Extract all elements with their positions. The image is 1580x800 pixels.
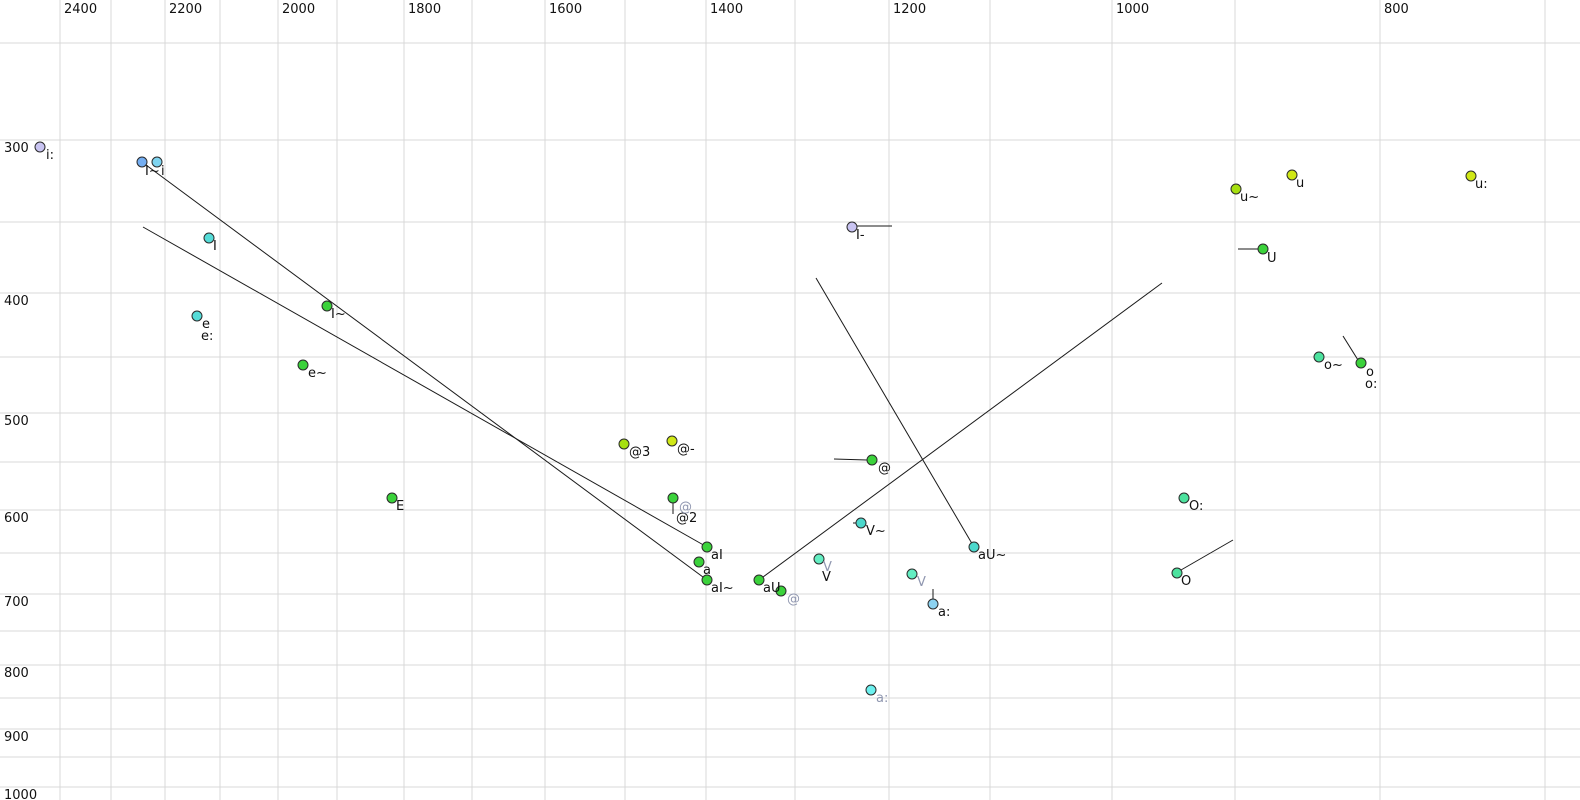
vowel-point: [753, 574, 765, 586]
x-axis-tick-label: 800: [1384, 2, 1409, 17]
vowel-label: a:: [876, 691, 888, 706]
vowel-label: i: [161, 164, 165, 179]
x-axis-tick-label: 1400: [710, 2, 743, 17]
vowel-label: u:: [1475, 177, 1488, 192]
vowel-label: e:: [201, 329, 213, 344]
vowel-point: [203, 232, 215, 244]
vowel-point: [866, 454, 878, 466]
vowel-point: [1178, 492, 1190, 504]
vowel-point: [906, 568, 918, 580]
vowel-label: I~: [145, 164, 160, 179]
vowel-point: [1257, 243, 1269, 255]
vowel-label: V: [917, 575, 926, 590]
vowel-label: E: [396, 499, 404, 514]
y-axis-tick-label: 400: [4, 294, 29, 309]
vowel-point: [1171, 567, 1183, 579]
vowel-label: o: [1366, 365, 1374, 380]
vowel-label: @2: [676, 511, 697, 526]
vowel-point: [927, 598, 939, 610]
x-axis-tick-label: 1200: [893, 2, 926, 17]
vowel-point: [34, 141, 46, 153]
vowel-point: [1230, 183, 1242, 195]
point-tail-line: [1180, 539, 1234, 571]
vowel-label: u: [1296, 176, 1304, 191]
vowel-label: aI: [711, 548, 723, 563]
vowel-label: i:: [46, 148, 54, 163]
vowel-point: [321, 300, 333, 312]
vowel-label: V~: [866, 524, 886, 539]
vowel-label: a:: [938, 605, 950, 620]
vowel-point: [191, 310, 203, 322]
x-axis-tick-label: 2000: [282, 2, 315, 17]
vowel-label: V: [822, 570, 831, 585]
vowel-label: O:: [1189, 499, 1203, 514]
y-axis-tick-label: 900: [4, 730, 29, 745]
vowel-point: [775, 585, 787, 597]
vowel-label: aI~: [711, 581, 734, 596]
vowel-label: @: [878, 461, 891, 476]
y-axis-tick-label: 300: [4, 141, 29, 156]
vowel-label: u~: [1240, 190, 1259, 205]
x-axis-tick-label: 1600: [549, 2, 582, 17]
vowel-point: [693, 556, 705, 568]
vowel-point: [297, 359, 309, 371]
x-axis-tick-label: 2400: [64, 2, 97, 17]
y-axis-tick-label: 600: [4, 511, 29, 526]
vowel-label: @-: [677, 442, 695, 457]
vowel-point: [1313, 351, 1325, 363]
vowel-label: @: [787, 592, 800, 607]
vowel-label: U: [1267, 251, 1277, 266]
vowel-label: @3: [629, 445, 650, 460]
x-axis-tick-label: 2200: [169, 2, 202, 17]
vowel-point: [865, 684, 877, 696]
vowel-label: V: [823, 560, 832, 575]
trajectory-line: [758, 282, 1163, 581]
x-axis-tick-label: 1000: [1116, 2, 1149, 17]
y-axis-tick-label: 500: [4, 414, 29, 429]
vowel-label: e~: [308, 366, 327, 381]
vowel-point: [701, 574, 713, 586]
vowel-point: [667, 492, 679, 504]
vowel-label: I-: [856, 228, 865, 243]
vowel-point: [846, 221, 858, 233]
vowel-point: [666, 435, 678, 447]
vowel-label: O: [1181, 574, 1191, 589]
vowel-point: [151, 156, 163, 168]
vowel-label: o:: [1365, 377, 1377, 392]
trajectory-line: [141, 161, 708, 581]
vowel-point: [1465, 170, 1477, 182]
vowel-point: [136, 156, 148, 168]
x-axis-tick-label: 1800: [408, 2, 441, 17]
vowel-point: [968, 541, 980, 553]
y-axis-tick-label: 1000: [4, 788, 37, 800]
point-tail-line: [1342, 335, 1359, 361]
vowel-point: [1286, 169, 1298, 181]
vowel-label: a: [703, 563, 711, 578]
vowel-point: [813, 553, 825, 565]
vowel-point: [1355, 357, 1367, 369]
y-axis-tick-label: 700: [4, 595, 29, 610]
vowel-label: aU: [763, 581, 780, 596]
y-axis-tick-label: 800: [4, 666, 29, 681]
vowel-point: [855, 517, 867, 529]
trajectory-line: [815, 277, 975, 548]
vowel-label: o~: [1324, 358, 1343, 373]
vowel-point: [618, 438, 630, 450]
point-tail-line: [833, 458, 868, 461]
vowel-label: e: [202, 317, 210, 332]
vowel-point: [701, 541, 713, 553]
trajectory-line: [142, 226, 708, 548]
vowel-label: I: [213, 239, 217, 254]
vowel-label: aU~: [978, 548, 1006, 563]
vowel-label: @: [679, 500, 692, 515]
vowel-label: I~: [331, 307, 346, 322]
vowel-point: [386, 492, 398, 504]
